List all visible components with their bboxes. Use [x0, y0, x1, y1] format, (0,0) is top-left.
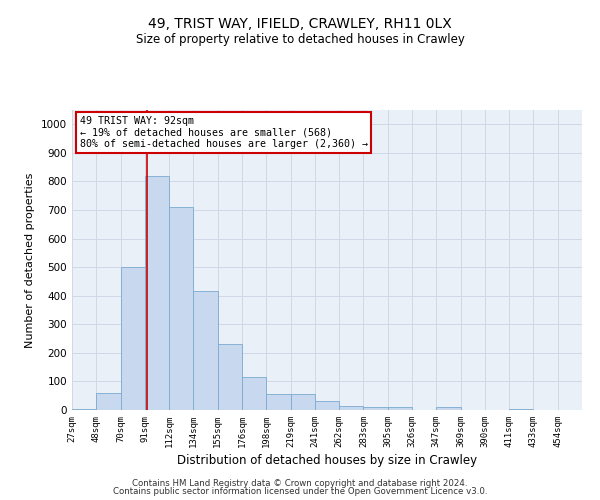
Bar: [436, 407, 461, 410]
Bar: [96, 393, 121, 410]
X-axis label: Distribution of detached houses by size in Crawley: Distribution of detached houses by size …: [177, 454, 477, 467]
Y-axis label: Number of detached properties: Number of detached properties: [25, 172, 35, 348]
Bar: [509, 408, 533, 410]
Bar: [121, 267, 145, 410]
Bar: [266, 394, 290, 410]
Bar: [218, 344, 242, 410]
Bar: [242, 377, 266, 410]
Bar: [169, 207, 193, 410]
Bar: [364, 407, 388, 410]
Bar: [290, 394, 315, 410]
Text: Size of property relative to detached houses in Crawley: Size of property relative to detached ho…: [136, 32, 464, 46]
Text: 49 TRIST WAY: 92sqm
← 19% of detached houses are smaller (568)
80% of semi-detac: 49 TRIST WAY: 92sqm ← 19% of detached ho…: [80, 116, 368, 149]
Bar: [145, 176, 169, 410]
Text: 49, TRIST WAY, IFIELD, CRAWLEY, RH11 0LX: 49, TRIST WAY, IFIELD, CRAWLEY, RH11 0LX: [148, 18, 452, 32]
Text: Contains HM Land Registry data © Crown copyright and database right 2024.: Contains HM Land Registry data © Crown c…: [132, 478, 468, 488]
Bar: [388, 407, 412, 410]
Text: Contains public sector information licensed under the Open Government Licence v3: Contains public sector information licen…: [113, 487, 487, 496]
Bar: [72, 408, 96, 410]
Bar: [193, 292, 218, 410]
Bar: [315, 402, 339, 410]
Bar: [339, 406, 364, 410]
